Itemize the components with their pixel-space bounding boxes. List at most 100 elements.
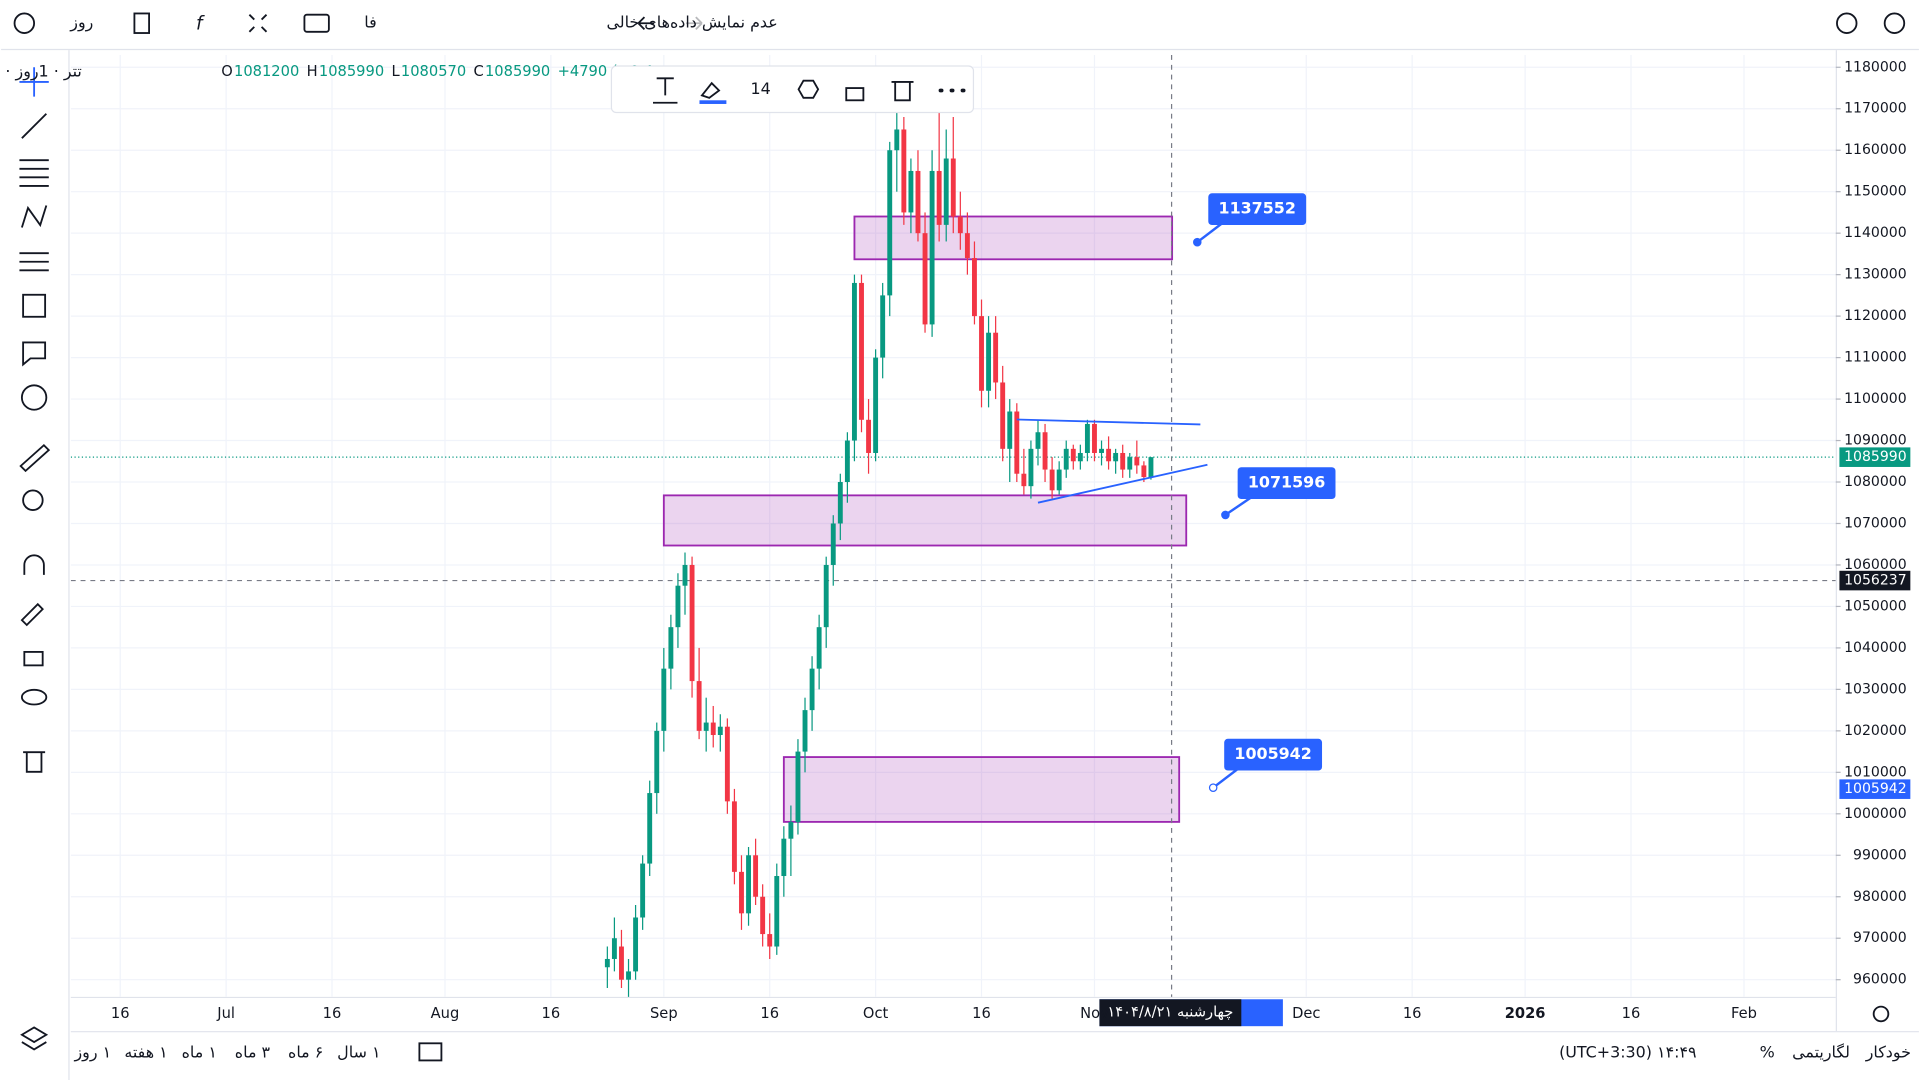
undo-icon[interactable]: [637, 16, 655, 31]
candle-body: [682, 564, 688, 586]
empty-data-toggle[interactable]: عدم نمایش داده‌های خالی: [607, 13, 778, 33]
ruler-tool[interactable]: [19, 443, 51, 473]
fullscreen-icon[interactable]: [248, 14, 268, 33]
candle-body: [1070, 448, 1076, 462]
zone: [662, 494, 1188, 547]
lock-tool[interactable]: [23, 650, 44, 667]
candle-body: [795, 751, 801, 823]
y-tick-label: 1070000: [1844, 515, 1907, 531]
range-button[interactable]: ۱ سال: [337, 1043, 380, 1062]
y-tick-label: 1040000: [1844, 640, 1907, 656]
callout-anchor: [1208, 783, 1218, 792]
callout-anchor: [1193, 237, 1202, 247]
percent-toggle[interactable]: %: [1760, 1043, 1775, 1062]
candle-body: [746, 855, 751, 914]
x-tick-label: Sep: [650, 1005, 678, 1022]
candle-body: [640, 863, 646, 918]
candle-body: [675, 585, 681, 628]
candle-body: [915, 170, 921, 234]
redo-icon[interactable]: [686, 16, 703, 31]
emoji-tool[interactable]: [20, 384, 48, 411]
candle-body: [611, 938, 617, 959]
date-range-icon[interactable]: [418, 1042, 443, 1062]
fib-tool[interactable]: [19, 159, 49, 187]
candle-body: [633, 917, 639, 972]
candle-body: [1134, 457, 1140, 466]
x-tick-label: 16: [1403, 1005, 1422, 1022]
candle-body: [788, 822, 794, 839]
timeframe-button[interactable]: روز: [69, 13, 93, 33]
text-color-icon[interactable]: [653, 77, 678, 104]
callout-pointer: [1196, 221, 1224, 244]
range-button[interactable]: ۱ روز: [74, 1043, 112, 1063]
font-size[interactable]: 14: [751, 79, 771, 98]
delete-tool[interactable]: [23, 751, 46, 773]
range-button[interactable]: ۱ ماه: [182, 1043, 217, 1062]
zone: [782, 756, 1181, 823]
ohlc-key: O: [221, 63, 233, 80]
candle-body: [1127, 457, 1133, 470]
object-tree-icon[interactable]: [20, 1026, 49, 1051]
axis-settings-icon[interactable]: [1872, 1005, 1890, 1023]
ohlc-key: L: [392, 63, 401, 80]
candle-body: [1000, 382, 1006, 449]
clock: ۱۴:۴۹ (UTC+3:30): [1559, 1043, 1696, 1062]
candle-body: [936, 170, 942, 225]
callout-label: 1005942: [1234, 744, 1311, 763]
symbol-title: تتر · 1روز · ایران: [0, 62, 82, 82]
candle-body: [802, 710, 808, 752]
candle-body: [908, 170, 914, 213]
ohlc-value: 1081200: [234, 63, 299, 80]
indicators-icon[interactable]: f: [196, 13, 205, 34]
range-button[interactable]: ۳ ماه: [235, 1043, 271, 1062]
y-tick-label: 1030000: [1844, 681, 1907, 697]
settings-icon[interactable]: [1883, 12, 1906, 34]
y-tick-label: 1110000: [1844, 350, 1907, 366]
lock-icon[interactable]: [845, 87, 865, 102]
magnet-tool[interactable]: [23, 554, 45, 575]
log-toggle[interactable]: لگاریتمی: [1792, 1043, 1850, 1063]
candle-body: [929, 170, 935, 325]
auto-toggle[interactable]: خودکار: [1865, 1043, 1911, 1063]
candle-body: [717, 726, 723, 736]
x-tick-label: Aug: [431, 1005, 460, 1022]
hide-tool[interactable]: [20, 688, 48, 706]
candle-body: [739, 871, 744, 914]
trend-line: [1016, 418, 1201, 426]
y-tick-label: 990000: [1853, 847, 1907, 863]
x-tick-label: 16: [542, 1005, 561, 1022]
theme-icon[interactable]: [1836, 12, 1858, 34]
x-tick-label: 16: [1622, 1005, 1641, 1022]
chart-type-icon[interactable]: [133, 12, 151, 34]
trendline-tool[interactable]: [21, 113, 47, 139]
callout-price-tag: 1005942: [1844, 781, 1907, 797]
text-tool[interactable]: [22, 341, 47, 367]
candle-body: [1021, 473, 1027, 487]
snapshot-icon[interactable]: [303, 13, 330, 33]
y-tick-label: 1130000: [1844, 267, 1907, 283]
pattern-tool[interactable]: [21, 205, 48, 228]
drawing-mode-tool[interactable]: [20, 602, 44, 627]
x-tick-label: 2026: [1505, 1005, 1546, 1022]
candle-body: [604, 958, 610, 968]
callout-box: [1237, 467, 1336, 500]
forecast-tool[interactable]: [19, 252, 49, 272]
range-button[interactable]: ۱ هفته: [124, 1043, 167, 1062]
delete-icon[interactable]: [891, 81, 914, 102]
language-button[interactable]: فا: [364, 13, 376, 32]
settings-icon[interactable]: [797, 79, 820, 99]
range-button[interactable]: ۶ ماه: [288, 1043, 323, 1062]
candle-body: [696, 681, 702, 731]
add-symbol-icon[interactable]: [13, 12, 36, 34]
callout-price-tag-bg: [1839, 779, 1911, 799]
crosshair-date-bg: [1099, 999, 1242, 1027]
crosshair-tool[interactable]: [19, 67, 49, 97]
shape-tool[interactable]: [22, 293, 47, 318]
candle-body: [837, 482, 843, 524]
fill-icon[interactable]: [700, 81, 721, 99]
zoom-tool[interactable]: [22, 489, 44, 511]
candle-body: [1049, 469, 1055, 491]
candle-body: [1106, 448, 1112, 462]
candle-body: [1077, 452, 1083, 462]
